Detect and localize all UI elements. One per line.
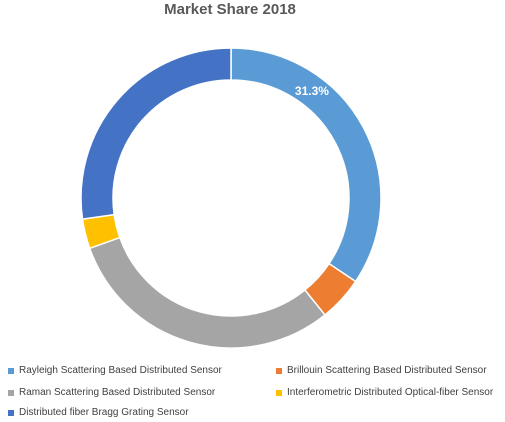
donut-slice-0 [230, 47, 382, 283]
legend-label-0: Rayleigh Scattering Based Distributed Se… [19, 365, 222, 376]
donut-chart: 31.3% [80, 47, 382, 349]
legend-item-1: Brillouin Scattering Based Distributed S… [276, 365, 487, 377]
legend-swatch-4 [8, 410, 14, 416]
chart-title: Market Share 2018 [164, 1, 296, 18]
donut-slice-4 [80, 47, 232, 221]
legend-label-1: Brillouin Scattering Based Distributed S… [287, 365, 487, 376]
donut-slice-2 [88, 236, 326, 349]
legend-item-2: Raman Scattering Based Distributed Senso… [8, 387, 215, 399]
legend-item-0: Rayleigh Scattering Based Distributed Se… [8, 365, 222, 377]
chart-legend: Rayleigh Scattering Based Distributed Se… [0, 360, 505, 422]
legend-swatch-2 [8, 390, 14, 396]
legend-label-3: Interferometric Distributed Optical-fibe… [287, 387, 494, 398]
slice-data-label-0: 31.3% [295, 84, 329, 98]
legend-swatch-0 [8, 368, 14, 374]
legend-swatch-3 [276, 390, 282, 396]
legend-label-2: Raman Scattering Based Distributed Senso… [19, 387, 216, 398]
legend-item-4: Distributed fiber Bragg Grating Sensor [8, 407, 189, 419]
legend-swatch-1 [276, 368, 282, 374]
legend-label-4: Distributed fiber Bragg Grating Sensor [19, 407, 189, 418]
legend-item-3: Interferometric Distributed Optical-fibe… [276, 387, 493, 399]
